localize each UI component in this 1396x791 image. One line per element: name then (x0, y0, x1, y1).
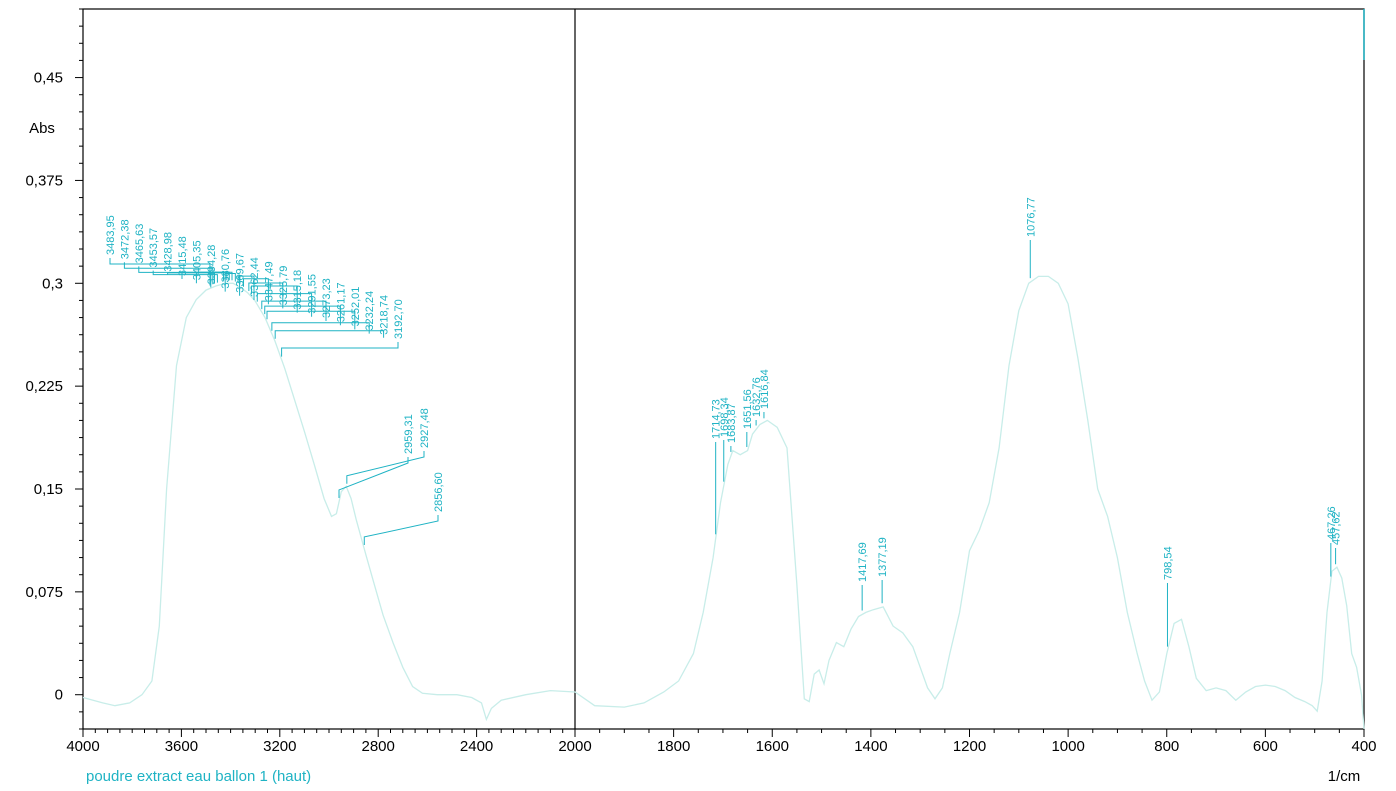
peak-label: 3218,74 (379, 295, 391, 335)
peak-label: 3380,76 (220, 249, 232, 289)
peak-leader (271, 322, 370, 334)
axes: 0 0,075 0,15 0,225 0,3 0,375 0,45 4000 3600 3200 2… (25, 8, 1377, 755)
peak-leader (167, 272, 224, 281)
y-axis-title: Abs (29, 120, 55, 137)
peak-annotations: 3483,95 3472,38 3465,63 3453,57 3428,98 3415,… (105, 197, 1343, 647)
peak-label: 3405,35 (191, 240, 203, 280)
x-tick-label: 1000 (1051, 738, 1084, 755)
peak-label: 1632,76 (751, 377, 763, 417)
x-tick-label: 800 (1154, 738, 1179, 755)
peak-label: 3362,44 (249, 257, 261, 297)
peak-label: 1683,87 (726, 403, 738, 443)
x-tick-label: 1600 (756, 738, 789, 755)
x-tick-label: 400 (1351, 738, 1376, 755)
peak-label: 3472,38 (119, 219, 131, 259)
peak-label: 3394,28 (206, 245, 218, 285)
spectrum-area (82, 275, 1365, 730)
peak-label: 3291,55 (307, 274, 319, 314)
peak-label: 3261,17 (335, 282, 347, 322)
peak-label: 3347,49 (263, 261, 275, 301)
peak-leader (239, 275, 255, 300)
peak-leader (274, 330, 385, 339)
plot-border (82, 8, 1365, 730)
x-tick-label: 3600 (165, 738, 198, 755)
peak-label: 798,54 (1162, 546, 1174, 580)
peak-label: 1377,19 (877, 537, 889, 577)
y-tick-label: 0 (55, 687, 63, 704)
peak-leader (152, 270, 218, 283)
y-tick-label: 0,075 (25, 584, 63, 601)
spectrum-line (82, 275, 1365, 730)
plot-frame (82, 8, 1365, 730)
peak-leader (210, 271, 233, 288)
peak-label: 1076,77 (1025, 197, 1037, 237)
y-tick-label: 0,375 (25, 172, 63, 189)
series-name: poudre extract eau ballon 1 (haut) (86, 768, 311, 785)
peak-label: 1714,73 (711, 399, 723, 439)
peak-label: 3483,95 (105, 215, 117, 255)
peak-leader (281, 342, 399, 357)
x-tick-label: 1400 (854, 738, 887, 755)
peak-label: 1616,84 (759, 369, 771, 409)
peak-label: 3369,67 (235, 253, 247, 293)
peak-label: 3192,70 (393, 299, 405, 339)
peak-label: 3232,24 (364, 291, 376, 331)
peak-leader (346, 451, 425, 484)
peak-label: 3273,23 (321, 278, 333, 318)
peak-leader (363, 515, 439, 545)
x-tick-label: 1200 (953, 738, 986, 755)
peak-leader (266, 310, 356, 330)
y-tick-label: 0,3 (42, 275, 63, 292)
peak-label: 3315,18 (292, 270, 304, 310)
x-tick-label: 600 (1253, 738, 1278, 755)
y-tick-label: 0,45 (34, 70, 63, 87)
x-tick-label: 2000 (558, 738, 591, 755)
peak-label: 457,62 (1331, 511, 1343, 545)
peak-label: 2959,31 (403, 414, 415, 454)
peak-label: 1651,56 (742, 389, 754, 429)
y-tick-label: 0,225 (25, 378, 63, 395)
peak-label: 1698,34 (719, 397, 731, 437)
peak-leader (237, 274, 241, 296)
x-axis-unit: 1/cm (1328, 768, 1361, 785)
x-tick-label: 4000 (66, 738, 99, 755)
y-tick-label: 0,15 (34, 481, 63, 498)
peak-label: 3252,01 (350, 287, 362, 327)
peak-label: 467,26 (1326, 506, 1338, 540)
x-tick-label: 1800 (657, 738, 690, 755)
peak-leader (243, 278, 269, 305)
peak-leader (248, 282, 284, 309)
peak-leader (264, 305, 341, 326)
peak-leader (338, 457, 409, 498)
peak-leader (224, 273, 236, 292)
x-tick-label: 2400 (460, 738, 493, 755)
peak-label: 2856,60 (433, 472, 445, 512)
peak-leader (256, 293, 313, 317)
peak-label: 1417,69 (857, 542, 869, 582)
peak-leader (250, 285, 298, 313)
x-tick-label: 3200 (263, 738, 296, 755)
peak-label: 3428,98 (163, 232, 175, 272)
peak-label: 3465,63 (134, 224, 146, 264)
peak-leader (123, 262, 214, 285)
peak-label: 3415,48 (177, 236, 189, 276)
x-tick-label: 2800 (362, 738, 395, 755)
peak-label: 3453,57 (148, 228, 160, 268)
peak-leader (138, 266, 215, 284)
peak-label: 2927,48 (419, 408, 431, 448)
